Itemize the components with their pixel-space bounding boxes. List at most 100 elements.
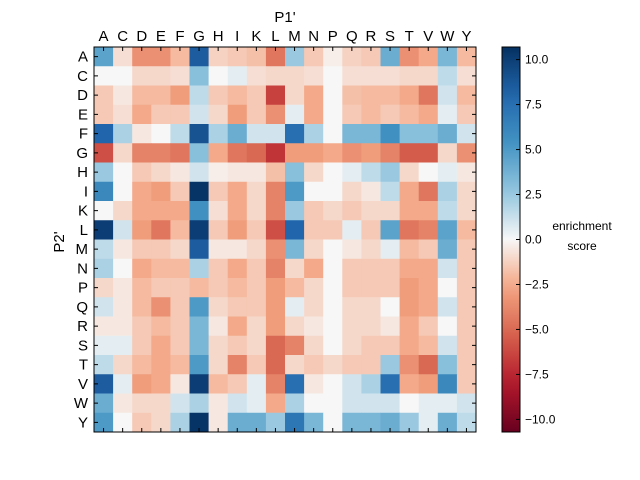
heatmap-cell [170, 258, 190, 279]
heatmap-cell [380, 124, 400, 144]
heatmap-cell [132, 220, 152, 240]
heatmap-cell [380, 201, 400, 221]
heatmap-cell [265, 239, 286, 260]
heatmap-cell [418, 297, 439, 317]
heatmap-cell [456, 220, 477, 240]
heatmap-cell [437, 162, 458, 183]
heatmap-cell [285, 316, 305, 337]
heatmap-cell [418, 85, 439, 106]
heatmap-cell [437, 258, 458, 279]
heatmap-cell [380, 412, 400, 433]
heatmap-cell [304, 393, 324, 414]
heatmap-cell [170, 239, 190, 260]
heatmap-cell [227, 239, 248, 260]
heatmap-cell [246, 393, 267, 414]
y-tick-label: G [76, 145, 88, 162]
heatmap-cell [170, 162, 190, 183]
heatmap-cell [265, 66, 286, 86]
heatmap-cell [208, 66, 229, 86]
heatmap-cell [380, 104, 400, 125]
heatmap-cell [361, 162, 381, 183]
x-tick-label: Q [346, 28, 358, 45]
heatmap-cell [227, 181, 248, 202]
heatmap-cell [418, 335, 439, 356]
heatmap-cell [399, 412, 420, 433]
heatmap-cell [113, 239, 133, 260]
heatmap-cell [437, 316, 458, 337]
heatmap-cell [304, 124, 324, 144]
heatmap-cell [189, 297, 209, 317]
heatmap-cell [151, 220, 171, 240]
colorbar-tick-label: −2.5 [525, 277, 549, 291]
heatmap-cell [246, 374, 267, 394]
heatmap-cell [456, 66, 477, 86]
heatmap-cell [418, 66, 439, 86]
heatmap-cell [170, 66, 190, 86]
heatmap-cell [151, 85, 171, 106]
heatmap-cell [151, 124, 171, 144]
heatmap-cell [113, 374, 133, 394]
heatmap-cell [208, 162, 229, 183]
heatmap-cell [170, 201, 190, 221]
heatmap-cell [94, 374, 114, 394]
heatmap-cell [399, 374, 420, 394]
heatmap-cell [170, 85, 190, 106]
y-tick-label: M [76, 241, 89, 258]
heatmap-cell [361, 316, 381, 337]
heatmap-cell [342, 374, 362, 394]
heatmap-cell [361, 104, 381, 125]
heatmap-cell [285, 258, 305, 279]
heatmap-cell [189, 85, 209, 106]
y-tick-label: E [78, 106, 88, 123]
heatmap-cell [456, 258, 477, 279]
heatmap-cell [94, 316, 114, 337]
heatmap-cell [361, 181, 381, 202]
y-tick-label: Q [76, 299, 88, 316]
heatmap-cell [361, 278, 381, 298]
y-tick-label: N [77, 260, 88, 277]
heatmap-cell [113, 181, 133, 202]
heatmap-cell [418, 143, 439, 163]
heatmap-cell [227, 258, 248, 279]
heatmap-cell [399, 143, 420, 163]
heatmap-cell [456, 181, 477, 202]
heatmap-cell [132, 335, 152, 356]
heatmap-cell [342, 47, 362, 67]
heatmap-cell [246, 143, 267, 163]
heatmap-cell [227, 393, 248, 414]
x-tick-label: L [271, 28, 279, 45]
heatmap-cell [437, 335, 458, 356]
heatmap-cell [361, 124, 381, 144]
heatmap-cell [304, 355, 324, 375]
y-tick-label: Y [78, 414, 88, 431]
heatmap-cell [437, 297, 458, 317]
heatmap-cell [380, 335, 400, 356]
heatmap-cell [265, 393, 286, 414]
heatmap-cell [189, 278, 209, 298]
heatmap-cell [189, 335, 209, 356]
heatmap-cell [323, 143, 343, 163]
heatmap-cell [437, 124, 458, 144]
heatmap-cell [227, 374, 248, 394]
heatmap-cell [380, 278, 400, 298]
heatmap-cell [132, 201, 152, 221]
heatmap-cell [456, 335, 477, 356]
y-axis-title: P2' [51, 231, 68, 252]
heatmap-cell [342, 297, 362, 317]
heatmap-cell [380, 220, 400, 240]
heatmap-cell [399, 393, 420, 414]
heatmap-cell [285, 124, 305, 144]
heatmap-cell [285, 412, 305, 433]
heatmap-cell [304, 335, 324, 356]
heatmap-cell [170, 355, 190, 375]
heatmap-cell [285, 297, 305, 317]
heatmap-cell [208, 104, 229, 125]
plot-frame [93, 46, 477, 433]
heatmap-cell [361, 355, 381, 375]
heatmap-cell [456, 355, 477, 375]
heatmap-cell [437, 412, 458, 433]
colorbar-tick-label: 0.0 [525, 233, 542, 247]
heatmap-cell [132, 412, 152, 433]
heatmap-cell [208, 201, 229, 221]
heatmap-cell [227, 355, 248, 375]
